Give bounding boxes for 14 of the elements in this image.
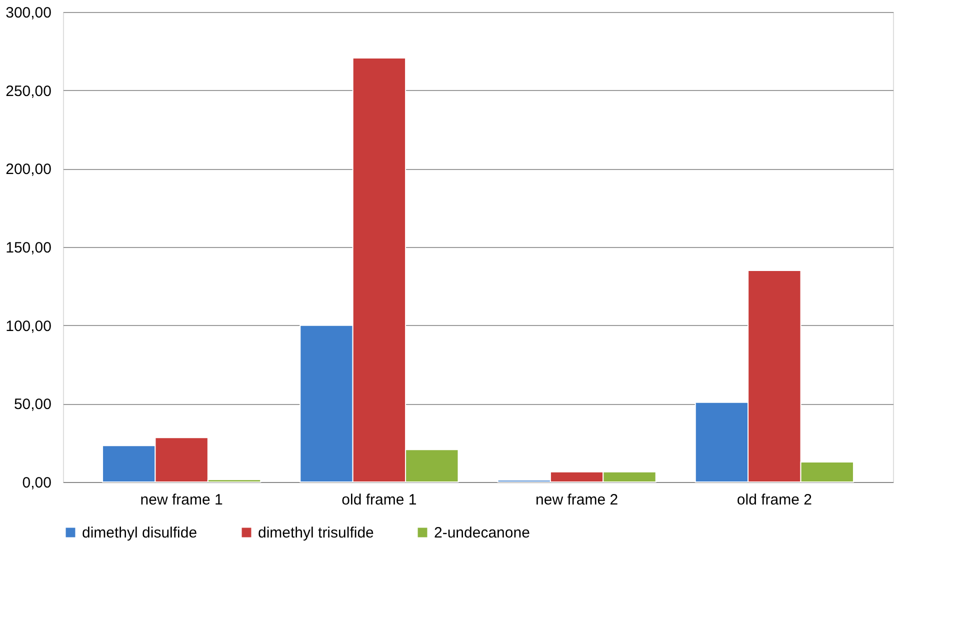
legend-label: dimethyl trisulfide: [258, 524, 374, 542]
y-tick-label: 150,00: [6, 240, 52, 256]
legend-label: 2-undecanone: [434, 524, 530, 542]
legend-label: dimethyl disulfide: [82, 524, 198, 542]
y-tick-label: 250,00: [6, 82, 52, 100]
y-tick-label: 200,00: [6, 161, 52, 178]
x-tick-label: new frame 2: [536, 492, 618, 508]
y-tick-label: 50,00: [14, 396, 52, 414]
y-tick-label: 300,00: [6, 4, 52, 22]
x-tick-label: new frame 1: [140, 492, 223, 508]
x-tick-label: old frame 2: [736, 492, 812, 508]
y-tick-label: 100,00: [6, 318, 52, 335]
x-tick-label: old frame 1: [342, 492, 417, 508]
y-tick-label: 0,00: [22, 474, 52, 492]
